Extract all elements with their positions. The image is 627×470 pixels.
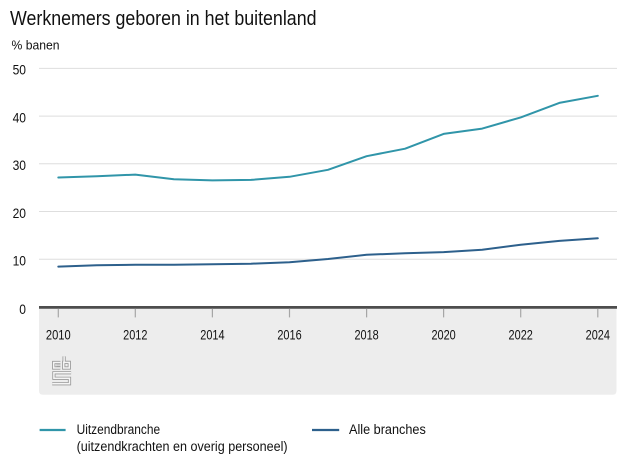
svg-text:(uitzendkrachten en overig per: (uitzendkrachten en overig personeel) [77,439,288,454]
svg-text:2016: 2016 [277,326,302,342]
svg-text:2024: 2024 [586,326,611,342]
svg-text:Werknemers geboren in het buit: Werknemers geboren in het buitenland [10,8,317,30]
svg-text:% banen: % banen [12,37,60,52]
svg-text:2012: 2012 [123,326,148,342]
svg-text:Alle branches: Alle branches [349,422,426,437]
svg-text:Uitzendbranche: Uitzendbranche [77,422,161,437]
svg-text:2022: 2022 [509,326,534,342]
svg-text:20: 20 [13,205,27,221]
svg-text:2020: 2020 [431,326,456,342]
svg-text:10: 10 [13,253,27,269]
svg-text:0: 0 [19,301,26,317]
svg-text:30: 30 [13,157,27,173]
svg-text:50: 50 [13,62,27,78]
svg-text:40: 40 [13,109,27,125]
svg-text:2018: 2018 [354,326,379,342]
svg-text:2010: 2010 [46,326,71,342]
svg-text:2014: 2014 [200,326,225,342]
